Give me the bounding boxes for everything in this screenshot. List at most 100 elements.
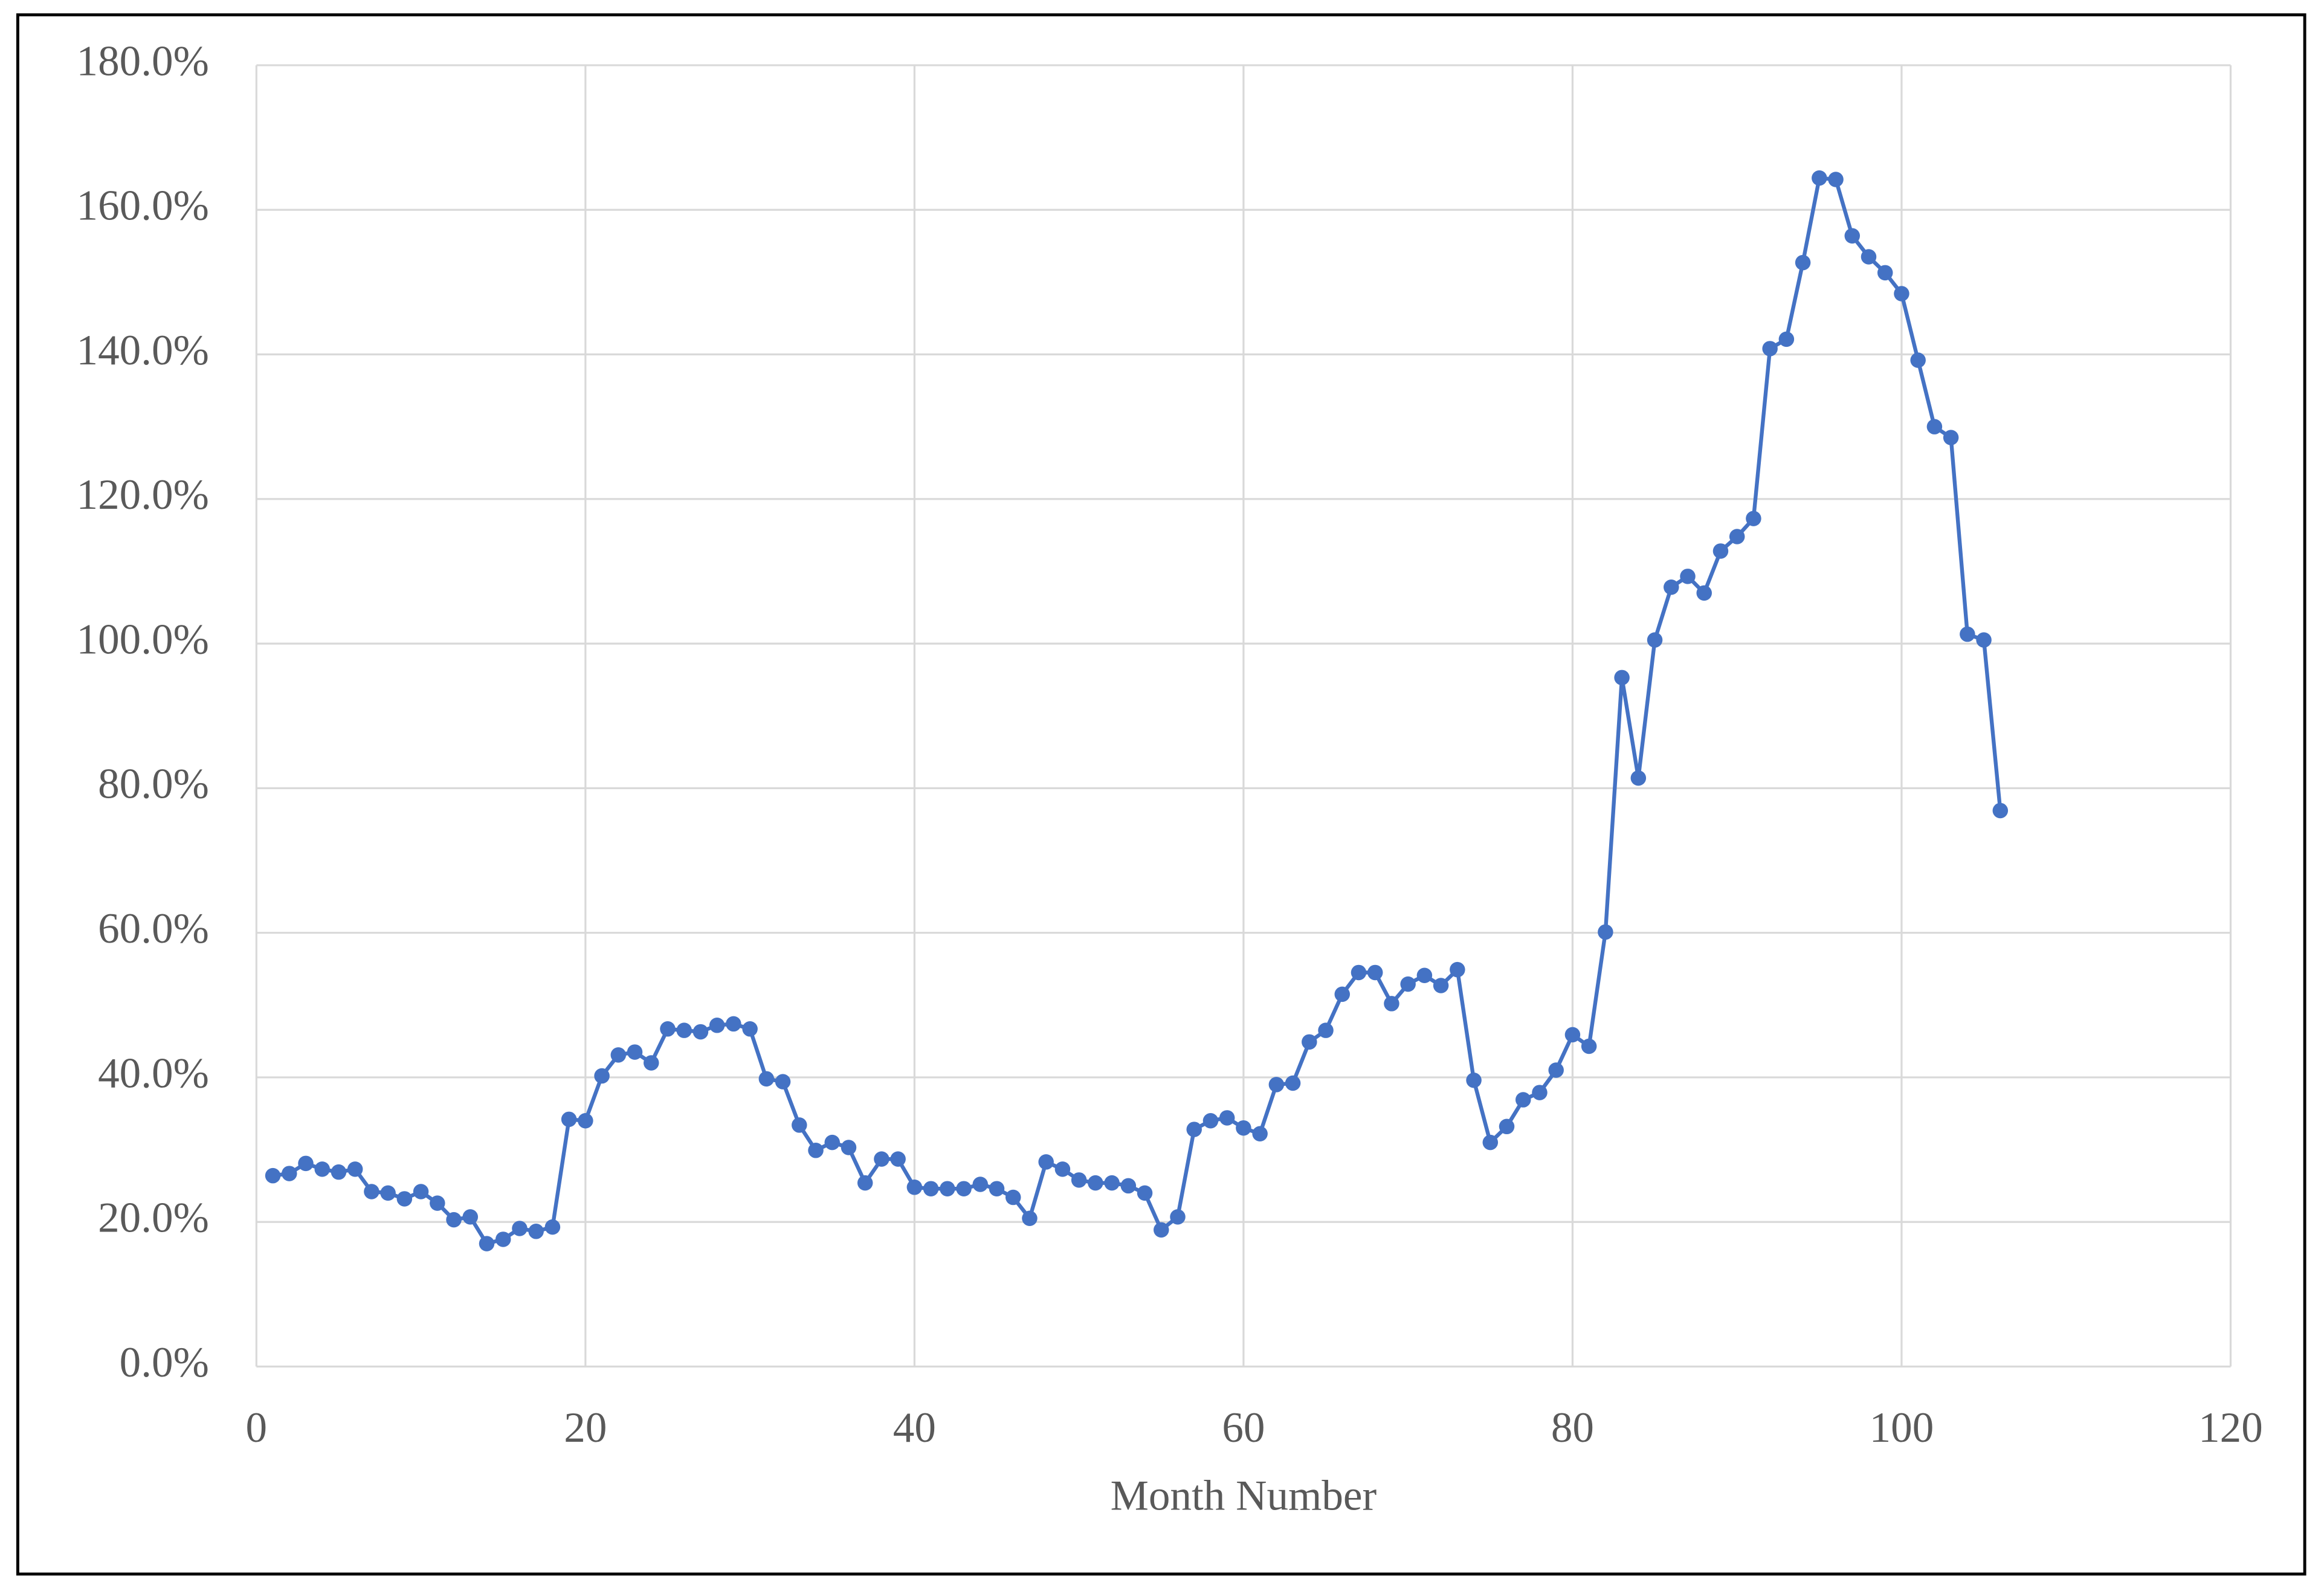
data-point <box>644 1055 659 1071</box>
y-tick-label: 60.0% <box>98 905 209 952</box>
data-point <box>890 1151 906 1167</box>
data-point <box>380 1185 396 1201</box>
data-point <box>265 1167 281 1184</box>
data-point <box>1137 1185 1153 1201</box>
data-point <box>1499 1118 1515 1135</box>
data-point <box>1894 286 1909 302</box>
data-point <box>1548 1062 1564 1078</box>
data-point <box>857 1175 873 1191</box>
data-point <box>1630 770 1647 786</box>
x-tick-label: 120 <box>2198 1404 2263 1451</box>
y-tick-label: 0.0% <box>120 1339 209 1386</box>
data-point <box>446 1212 462 1228</box>
data-point <box>610 1047 627 1063</box>
data-point <box>528 1224 544 1239</box>
data-point <box>430 1195 445 1211</box>
y-tick-label: 180.0% <box>77 37 209 85</box>
data-point <box>1170 1209 1186 1225</box>
data-point <box>1268 1077 1285 1093</box>
y-tick-label: 120.0% <box>77 471 209 518</box>
data-point <box>792 1117 807 1133</box>
data-point <box>1088 1175 1103 1191</box>
data-point <box>1877 265 1893 281</box>
data-point <box>841 1140 857 1155</box>
data-point <box>1762 341 1778 357</box>
data-point <box>1729 529 1745 544</box>
data-point <box>594 1068 610 1084</box>
data-point <box>1664 579 1679 595</box>
y-tick-label: 140.0% <box>77 327 209 374</box>
x-tick-label: 0 <box>246 1404 268 1451</box>
data-point <box>1202 1112 1219 1129</box>
data-point <box>676 1022 692 1038</box>
data-point <box>1236 1120 1251 1136</box>
data-point <box>1795 254 1811 271</box>
data-point <box>1598 924 1613 940</box>
data-point <box>1960 626 1975 642</box>
data-point <box>1154 1222 1169 1238</box>
y-tick-label: 100.0% <box>77 616 209 663</box>
data-point <box>972 1176 989 1192</box>
data-point <box>1943 430 1959 445</box>
data-point <box>1334 986 1351 1002</box>
data-point <box>364 1184 379 1199</box>
data-point <box>1351 964 1367 981</box>
data-point <box>1581 1038 1597 1054</box>
data-point <box>1252 1126 1268 1142</box>
data-point <box>1844 228 1861 244</box>
x-tick-label: 40 <box>893 1404 936 1451</box>
data-point <box>989 1181 1005 1196</box>
y-tick-label: 20.0% <box>98 1195 209 1242</box>
data-point <box>660 1021 676 1037</box>
data-point <box>1318 1022 1334 1038</box>
data-point <box>347 1161 363 1177</box>
data-point <box>282 1166 297 1181</box>
data-point <box>578 1112 593 1129</box>
data-point <box>495 1231 511 1247</box>
data-point <box>1367 964 1383 981</box>
series-line <box>273 176 2003 1246</box>
data-point <box>314 1161 330 1177</box>
data-point <box>512 1221 528 1236</box>
data-point <box>775 1074 791 1089</box>
data-point <box>1992 802 2009 819</box>
data-point <box>1515 1092 1531 1108</box>
data-point <box>1302 1034 1317 1050</box>
x-tick-label: 80 <box>1551 1404 1594 1451</box>
data-point <box>1746 511 1761 526</box>
data-point <box>824 1134 841 1151</box>
data-point <box>742 1021 758 1037</box>
data-point <box>1482 1134 1499 1151</box>
y-tick-label: 80.0% <box>98 761 209 808</box>
data-point <box>1712 543 1729 559</box>
data-point <box>627 1044 643 1060</box>
data-point <box>413 1184 429 1199</box>
data-point <box>1778 331 1795 347</box>
data-point <box>396 1191 413 1207</box>
data-point <box>1450 961 1465 978</box>
data-point <box>1696 585 1712 601</box>
data-point <box>1926 419 1943 434</box>
data-point <box>692 1024 709 1040</box>
data-point <box>479 1236 495 1251</box>
data-point <box>906 1180 923 1195</box>
data-point <box>1005 1189 1021 1206</box>
data-point <box>561 1111 577 1128</box>
data-point <box>726 1016 741 1032</box>
data-point <box>1285 1075 1301 1091</box>
data-point <box>808 1143 824 1158</box>
data-point <box>1104 1175 1120 1191</box>
data-point <box>1976 632 1992 648</box>
data-point <box>298 1155 314 1172</box>
data-point <box>1647 632 1663 648</box>
data-point <box>1812 170 1827 186</box>
data-point <box>1071 1172 1087 1188</box>
data-point <box>1054 1161 1071 1177</box>
data-point <box>1532 1085 1548 1100</box>
data-point <box>1910 352 1926 368</box>
data-point <box>1861 249 1877 265</box>
data-point <box>1614 670 1630 686</box>
data-point <box>758 1071 775 1087</box>
